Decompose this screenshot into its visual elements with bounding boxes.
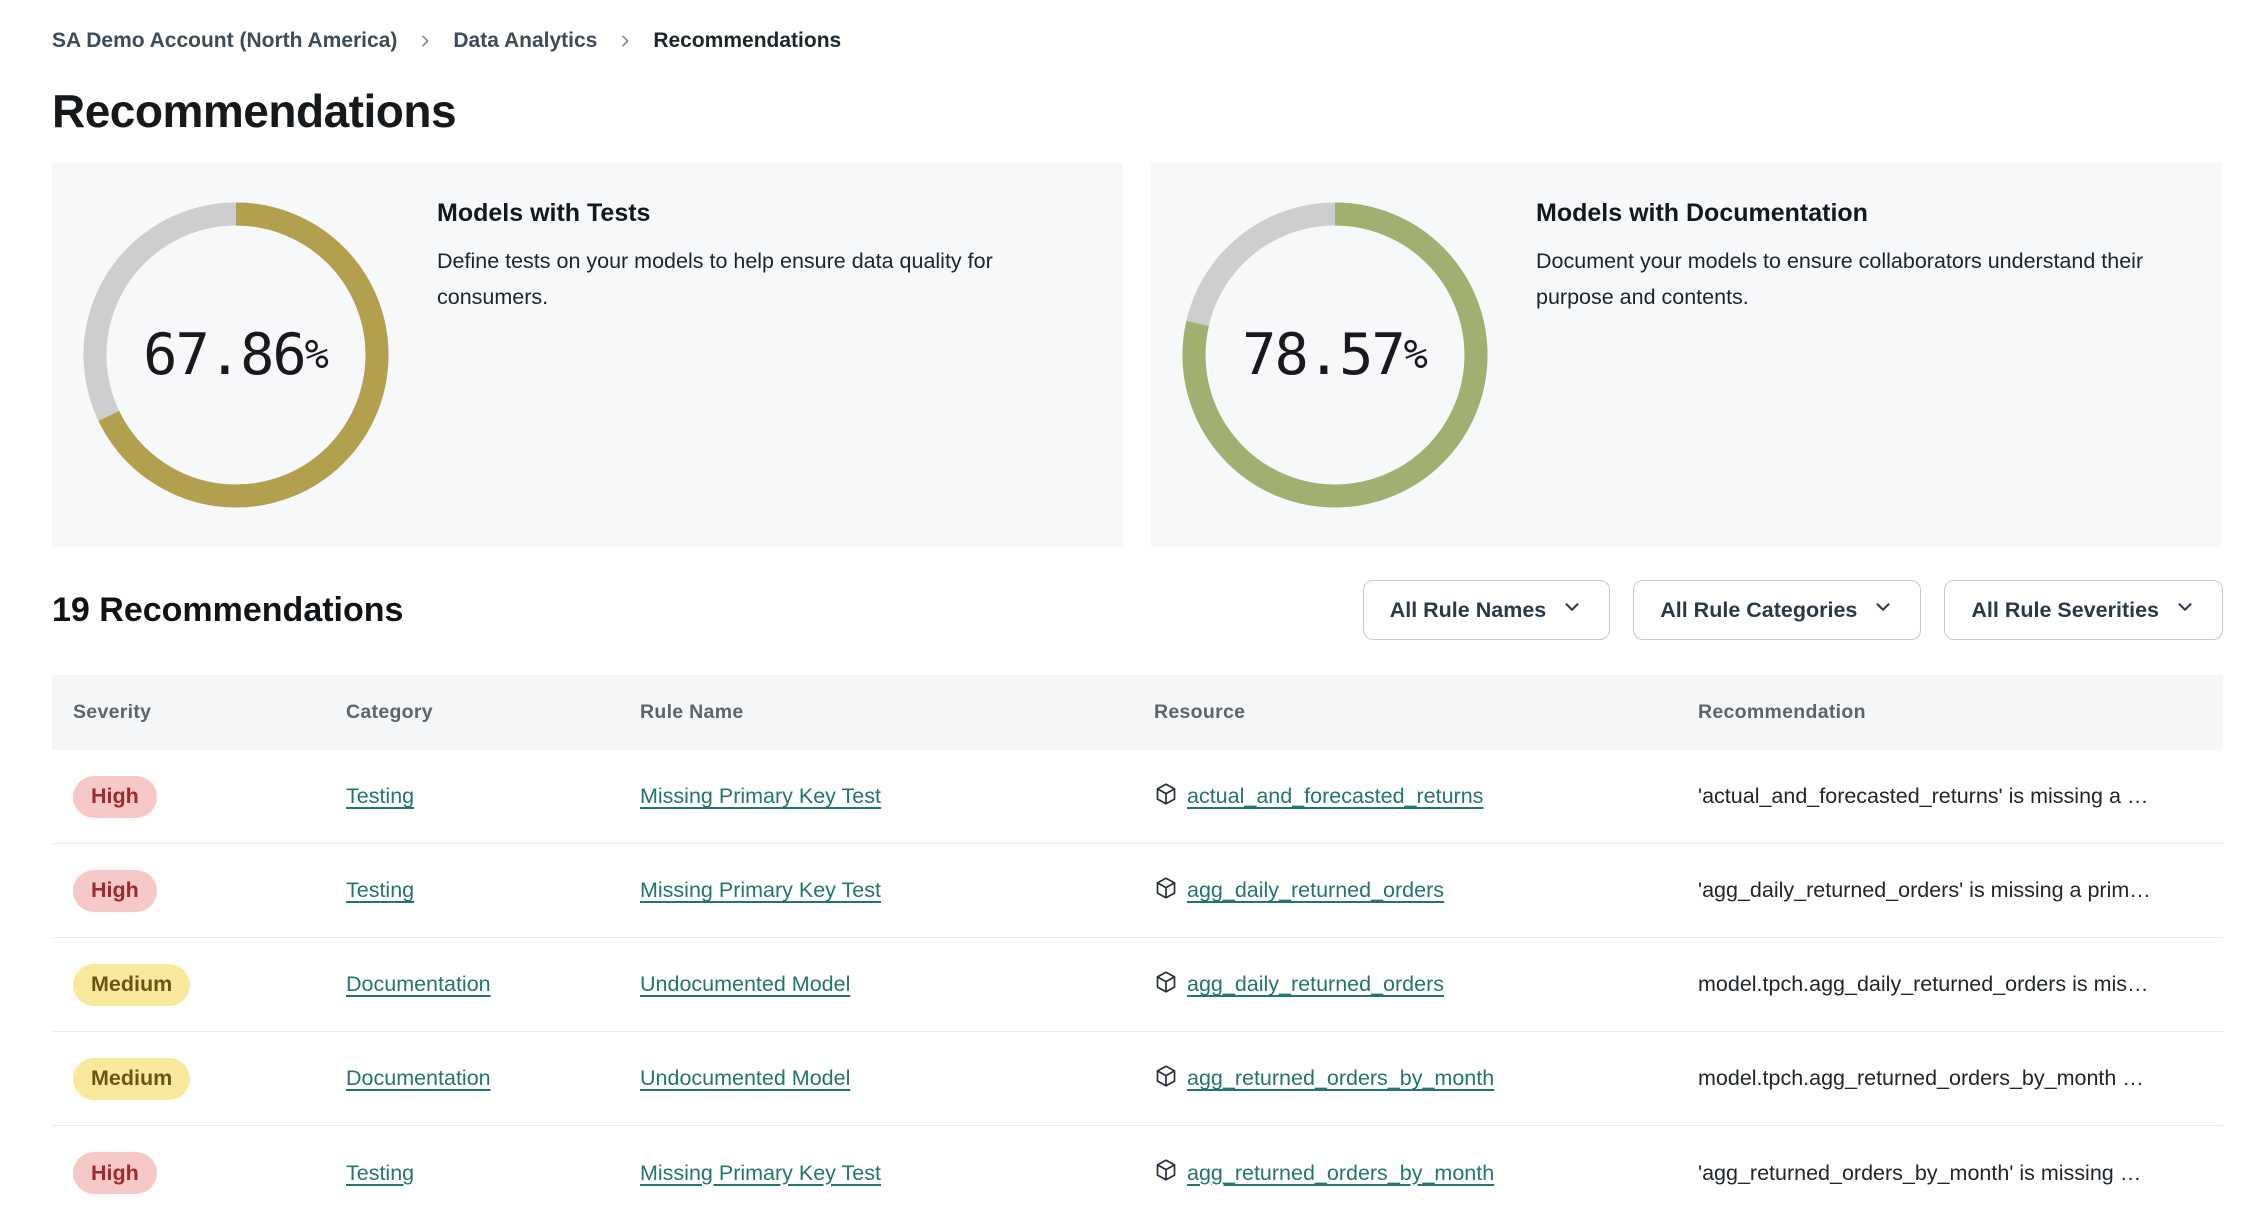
- recommendation-text: 'actual_and_forecasted_returns' is missi…: [1698, 784, 2149, 808]
- table-row: High Testing Missing Primary Key Test ag…: [52, 1126, 2223, 1220]
- rule-severities-filter-dropdown[interactable]: All Rule Severities: [1944, 580, 2223, 640]
- severity-badge: High: [73, 1152, 157, 1194]
- page-title: Recommendations: [52, 85, 457, 137]
- donut-arc: [83, 202, 389, 507]
- resource-link[interactable]: agg_daily_returned_orders: [1187, 972, 1444, 996]
- recommendations-table: Severity Category Rule Name Resource Rec…: [52, 675, 2223, 1220]
- chevron-down-icon: [2174, 596, 2196, 624]
- rule-name-link[interactable]: Undocumented Model: [640, 972, 851, 996]
- card-description: Document your models to ensure collabora…: [1536, 249, 2144, 309]
- breadcrumb-account-link[interactable]: SA Demo Account (North America): [52, 29, 398, 52]
- list-header: 19 Recommendations All Rule Names All Ru…: [52, 580, 2223, 640]
- category-link[interactable]: Documentation: [346, 972, 491, 996]
- models-with-tests-card: 67.86% Models with Tests Define tests on…: [52, 162, 1123, 547]
- card-description: Define tests on your models to help ensu…: [437, 249, 993, 309]
- model-cube-icon: [1154, 1158, 1178, 1188]
- resource-link[interactable]: agg_returned_orders_by_month: [1187, 1160, 1495, 1185]
- donut-percent-label: 78.57%: [1182, 202, 1488, 508]
- column-header-category: Category: [346, 701, 433, 723]
- severity-badge: High: [73, 869, 157, 912]
- recommendation-text: 'agg_returned_orders_by_month' is missin…: [1698, 1160, 2142, 1185]
- column-header-resource: Resource: [1154, 701, 1246, 723]
- chevron-right-icon: [617, 33, 633, 49]
- donut-arc: [1182, 202, 1488, 507]
- chevron-down-icon: [1872, 596, 1894, 624]
- rule-name-link[interactable]: Missing Primary Key Test: [640, 1160, 881, 1185]
- model-cube-icon: [1154, 1064, 1178, 1094]
- column-header-rule-name: Rule Name: [640, 701, 744, 723]
- rule-name-link[interactable]: Missing Primary Key Test: [640, 784, 881, 808]
- severity-badge: High: [73, 775, 157, 818]
- models-with-documentation-card: 78.57% Models with Documentation Documen…: [1151, 162, 2222, 547]
- recommendations-count: 19 Recommendations: [52, 590, 404, 629]
- percent-value: 78.57: [1242, 321, 1406, 388]
- table-header: Severity Category Rule Name Resource Rec…: [52, 675, 2223, 750]
- resource-link[interactable]: agg_daily_returned_orders: [1187, 878, 1444, 902]
- column-header-severity: Severity: [73, 701, 152, 723]
- chevron-down-icon: [1561, 596, 1583, 624]
- percent-sign: %: [1403, 331, 1428, 378]
- documentation-donut-chart: 78.57%: [1182, 202, 1488, 508]
- rule-names-filter-dropdown[interactable]: All Rule Names: [1362, 580, 1611, 640]
- table-row: High Testing Missing Primary Key Test ag…: [52, 844, 2223, 938]
- category-link[interactable]: Testing: [346, 878, 415, 902]
- tests-donut-chart: 67.86%: [83, 202, 389, 508]
- metric-cards: 67.86% Models with Tests Define tests on…: [52, 162, 2223, 547]
- rule-name-link[interactable]: Missing Primary Key Test: [640, 878, 881, 902]
- recommendation-text: model.tpch.agg_returned_orders_by_month …: [1698, 1066, 2144, 1090]
- table-row: Medium Documentation Undocumented Model …: [52, 1032, 2223, 1126]
- breadcrumb-project-link[interactable]: Data Analytics: [453, 29, 598, 52]
- chevron-right-icon: [417, 33, 433, 49]
- card-text: Models with Documentation Document your …: [1536, 199, 2196, 315]
- model-cube-icon: [1154, 782, 1178, 812]
- rule-name-link[interactable]: Undocumented Model: [640, 1066, 851, 1090]
- card-title: Models with Documentation: [1536, 199, 1868, 227]
- model-cube-icon: [1154, 970, 1178, 1000]
- table-row: High Testing Missing Primary Key Test ac…: [52, 750, 2223, 844]
- severity-badge: Medium: [73, 963, 191, 1006]
- percent-value: 67.86: [143, 321, 307, 388]
- category-link[interactable]: Testing: [346, 1160, 415, 1185]
- recommendation-text: 'agg_daily_returned_orders' is missing a…: [1698, 878, 2151, 902]
- table-row: Medium Documentation Undocumented Model …: [52, 938, 2223, 1032]
- column-header-recommendation: Recommendation: [1698, 701, 1866, 723]
- filter-label: All Rule Names: [1389, 597, 1547, 622]
- model-cube-icon: [1154, 876, 1178, 906]
- filter-bar: All Rule Names All Rule Categories All R…: [1362, 580, 2223, 640]
- percent-sign: %: [304, 331, 329, 378]
- category-link[interactable]: Documentation: [346, 1066, 491, 1090]
- resource-link[interactable]: actual_and_forecasted_returns: [1187, 784, 1484, 808]
- card-text: Models with Tests Define tests on your m…: [437, 199, 1097, 315]
- breadcrumb: SA Demo Account (North America) Data Ana…: [52, 26, 2223, 56]
- rule-categories-filter-dropdown[interactable]: All Rule Categories: [1633, 580, 1922, 640]
- category-link[interactable]: Testing: [346, 784, 415, 808]
- resource-link[interactable]: agg_returned_orders_by_month: [1187, 1066, 1495, 1090]
- donut-percent-label: 67.86%: [83, 202, 389, 508]
- breadcrumb-current: Recommendations: [653, 29, 842, 52]
- filter-label: All Rule Severities: [1971, 597, 2159, 622]
- filter-label: All Rule Categories: [1660, 597, 1858, 622]
- severity-badge: Medium: [73, 1057, 191, 1100]
- recommendation-text: model.tpch.agg_daily_returned_orders is …: [1698, 972, 2149, 996]
- card-title: Models with Tests: [437, 199, 651, 227]
